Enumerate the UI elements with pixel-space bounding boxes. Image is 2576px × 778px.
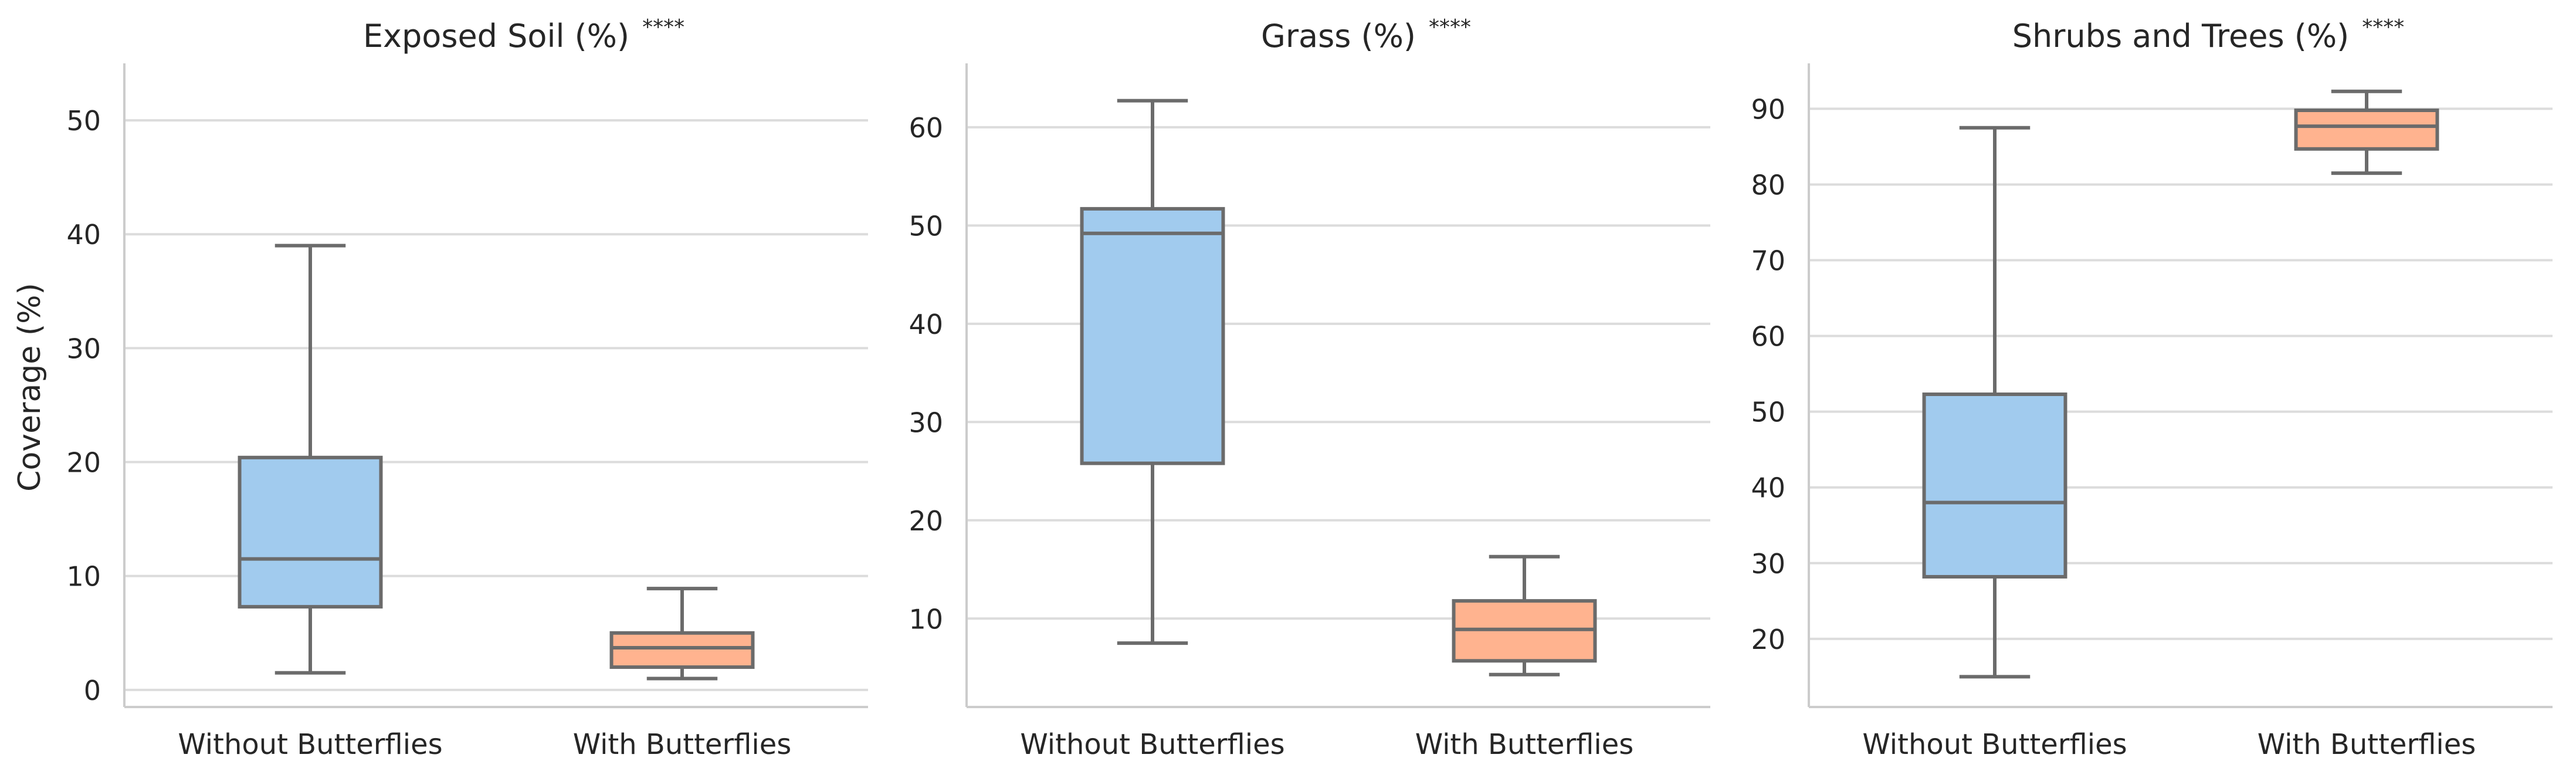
iqr-box (609, 631, 755, 669)
box-with (1452, 554, 1597, 676)
significance-marker: **** (1429, 15, 1471, 39)
y-tick-label: 40 (66, 219, 101, 251)
y-tick-label: 50 (66, 105, 101, 137)
y-tick-label: 10 (909, 603, 943, 635)
y-tick-label: 50 (909, 210, 943, 242)
y-tick-label: 70 (1751, 245, 1785, 277)
box-without (1922, 126, 2067, 679)
box-without (238, 243, 383, 675)
y-tick-label: 60 (909, 112, 943, 144)
panel-3: 20 30 40 50 60 70 80 90 Without Butterflies With … (1751, 15, 2553, 761)
iqr-box (238, 455, 383, 609)
iqr-box (1080, 207, 1225, 465)
y-tick-label: 30 (909, 407, 943, 438)
y-tick-label: 30 (1751, 548, 1785, 580)
x-tick-label: Without Butterflies (178, 728, 442, 761)
panel-2: 10 20 30 40 50 60 Without Butterflies With Butt… (909, 15, 1710, 761)
x-tick-label: With Butterflies (573, 728, 792, 761)
panel-title: Shrubs and Trees (%) (2012, 18, 2350, 55)
y-tick-label: 10 (66, 561, 101, 593)
panel-title: Exposed Soil (%) (363, 18, 629, 55)
y-tick-label: 20 (1751, 624, 1785, 655)
y-tick-label: 40 (1751, 472, 1785, 504)
y-tick-label: 20 (909, 505, 943, 537)
y-tick-label: 80 (1751, 169, 1785, 201)
significance-marker: **** (2362, 15, 2404, 39)
panel-title: Grass (%) (1261, 18, 1416, 55)
box-with (609, 587, 755, 681)
y-tick-label: 50 (1751, 397, 1785, 428)
x-tick-label: Without Butterflies (1020, 728, 1284, 761)
box-without (1080, 99, 1225, 645)
y-tick-label: 0 (84, 675, 101, 706)
y-tick-label: 60 (1751, 321, 1785, 353)
panel-1: 0 10 20 30 40 50 Without Butterflies With Butte… (66, 15, 868, 761)
x-tick-label: Without Butterflies (1862, 728, 2127, 761)
x-tick-label: With Butterflies (1415, 728, 1634, 761)
box-with (2294, 89, 2439, 175)
significance-marker: **** (642, 15, 684, 39)
y-tick-label: 90 (1751, 93, 1785, 125)
x-tick-label: With Butterflies (2258, 728, 2476, 761)
y-tick-label: 20 (66, 447, 101, 479)
iqr-box (1922, 392, 2067, 579)
y-tick-label: 30 (66, 333, 101, 364)
iqr-box (2294, 109, 2439, 151)
y-tick-label: 40 (909, 309, 943, 340)
y-axis-label: Coverage (%) (12, 283, 48, 492)
